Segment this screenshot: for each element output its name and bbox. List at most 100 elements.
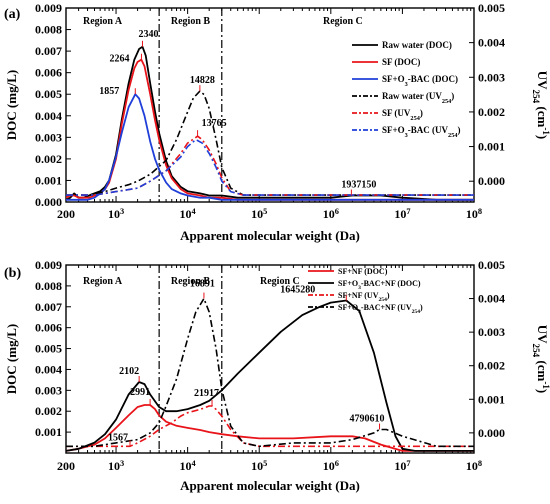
x-tick-label: 200 xyxy=(57,459,75,473)
series-group xyxy=(66,297,474,452)
panel-label: (a) xyxy=(4,7,21,22)
series-line xyxy=(66,45,474,201)
y-tick-label: 0.007 xyxy=(35,44,62,58)
y-tick-label-right: 0.003 xyxy=(478,325,505,339)
legend-label: Raw water (UV254) xyxy=(382,91,454,105)
legend-label: SF+NF (DOC) xyxy=(338,267,388,276)
plot-frame xyxy=(65,264,475,454)
x-tick-label: 107 xyxy=(394,207,410,222)
series-group xyxy=(66,45,474,201)
y-axis-title-right: UV254 (cm-1) xyxy=(531,71,550,140)
y-tick-label-right: 0.001 xyxy=(478,392,505,406)
series-line xyxy=(66,138,474,196)
series-line xyxy=(66,90,474,196)
region-label: Region B xyxy=(171,16,211,27)
y-tick-label: 0.004 xyxy=(35,109,62,123)
y-tick-label: 0.001 xyxy=(35,173,62,187)
annotation-label: 1857 xyxy=(99,86,119,97)
annotation-label: 2264 xyxy=(109,54,129,65)
annotation-label: 14828 xyxy=(190,75,215,86)
annotation-label: 13765 xyxy=(202,118,227,129)
region-label: Region C xyxy=(323,16,363,27)
x-tick-label: 105 xyxy=(251,207,267,222)
x-tick-label: 108 xyxy=(466,207,482,222)
y-tick-label-right: 0.004 xyxy=(478,292,505,306)
plot-frame xyxy=(65,7,475,203)
annotation-label: 1567 xyxy=(108,432,128,443)
x-tick-label: 107 xyxy=(394,459,410,474)
annotation-label: 21917 xyxy=(194,388,219,399)
series-line xyxy=(66,93,474,201)
annotation-label: 1937150 xyxy=(341,180,376,191)
y-tick-label-right: 0.005 xyxy=(478,258,505,272)
y-tick-label-right: 0.004 xyxy=(478,36,505,50)
y-tick-label-right: 0.001 xyxy=(478,140,505,154)
y-tick-label-right: 0.005 xyxy=(478,1,505,15)
x-tick-label: 108 xyxy=(466,459,482,474)
chart-panel-a: Region A Region B Region C 200 103 104 105 106 1… xyxy=(4,1,550,243)
legend-label: SF+O3-BAC+NF (UV254) xyxy=(338,303,423,315)
y-tick-label-right: 0.002 xyxy=(478,359,505,373)
x-tick-label: 106 xyxy=(323,207,339,222)
y-tick-label: 0.008 xyxy=(35,279,62,293)
x-axis: 200 103 104 105 106 107 108 xyxy=(57,8,482,221)
series-line xyxy=(66,135,474,196)
y-tick-label: 0.003 xyxy=(35,130,62,144)
annotation-label: 2340 xyxy=(138,29,158,40)
legend-label: SF+O3-BAC (UV254) xyxy=(382,125,461,139)
x-tick-label: 103 xyxy=(108,459,124,474)
y-tick-label: 0.009 xyxy=(35,1,62,15)
y-tick-label: 0.002 xyxy=(35,152,62,166)
region-label: Region B xyxy=(171,276,211,287)
panel-label: (b) xyxy=(4,266,21,281)
region-label: Region A xyxy=(83,276,123,287)
legend: SF+NF (DOC) SF+O3-BAC+NF (DOC)SF+NF (UV25… xyxy=(308,267,423,315)
legend-label: Raw water (DOC) xyxy=(382,40,452,50)
y-tick-label-right: 0.000 xyxy=(478,426,505,440)
x-tick-label: 104 xyxy=(180,207,197,222)
legend-label: SF+O3-BAC+NF (DOC) xyxy=(338,279,421,291)
y-tick-label-right: 0.002 xyxy=(478,105,505,119)
chart-panel-b: Region A Region B Region C 200 103 104 105 106 1… xyxy=(4,258,550,493)
x-axis: 200 103 104 105 106 107 108 xyxy=(57,265,482,473)
annotation-label: 4790610 xyxy=(350,414,385,425)
annotation-label: 2102 xyxy=(119,366,139,377)
annotation-label: 1645280 xyxy=(280,285,315,296)
y-tick-label: 0.006 xyxy=(35,66,62,80)
x-tick-label: 105 xyxy=(251,459,267,474)
series-line xyxy=(66,404,474,452)
y-tick-label: 0.001 xyxy=(35,425,62,439)
y-tick-label: 0.007 xyxy=(35,300,62,314)
y-tick-label: 0.002 xyxy=(35,404,62,418)
legend-label: SF+O3-BAC (DOC) xyxy=(382,74,458,88)
series-line xyxy=(66,297,474,448)
y-axis-title-left: DOC (mg/L) xyxy=(4,70,19,140)
region-label: Region A xyxy=(83,16,123,27)
y-axis-left: 0.001 0.002 0.003 0.004 0.005 0.006 0.007 0.008… xyxy=(4,258,71,454)
annotation-label: 16891 xyxy=(190,279,215,290)
y-axis-right: 0.000 0.001 0.002 0.003 0.004 0.005 UV254 (cm-… xyxy=(469,258,550,440)
y-tick-label: 0.005 xyxy=(35,342,62,356)
legend-label: SF (DOC) xyxy=(382,57,420,67)
y-axis-title-right: UV254 (cm-1) xyxy=(531,325,550,394)
legend-label: SF+NF (UV254) xyxy=(338,291,390,303)
x-axis-title: Apparent molecular weight (Da) xyxy=(180,478,360,493)
y-tick-label: 0.009 xyxy=(35,258,62,272)
legend: Raw water (DOC) SF (DOC) SF+O3-BAC (DOC) Ra… xyxy=(352,40,461,139)
y-tick-label: 0.005 xyxy=(35,87,62,101)
legend-label: SF (UV254) xyxy=(382,108,423,122)
x-tick-label: 103 xyxy=(108,207,124,222)
y-tick-label: 0.006 xyxy=(35,321,62,335)
y-tick-label: 0.003 xyxy=(35,383,62,397)
y-tick-label-right: 0.003 xyxy=(478,70,505,84)
y-tick-label-right: 0.000 xyxy=(478,174,505,188)
y-tick-label: 0.000 xyxy=(35,195,62,209)
y-axis-left: 0.000 0.001 0.002 0.003 0.004 0.005 0.006 0.007… xyxy=(4,1,71,209)
y-axis-title-left: DOC (mg/L) xyxy=(4,324,19,394)
x-axis-title: Apparent molecular weight (Da) xyxy=(180,228,360,243)
region-label: Region C xyxy=(260,276,300,287)
x-tick-label: 200 xyxy=(57,207,75,221)
y-tick-label: 0.004 xyxy=(35,362,62,376)
x-tick-label: 106 xyxy=(323,459,339,474)
